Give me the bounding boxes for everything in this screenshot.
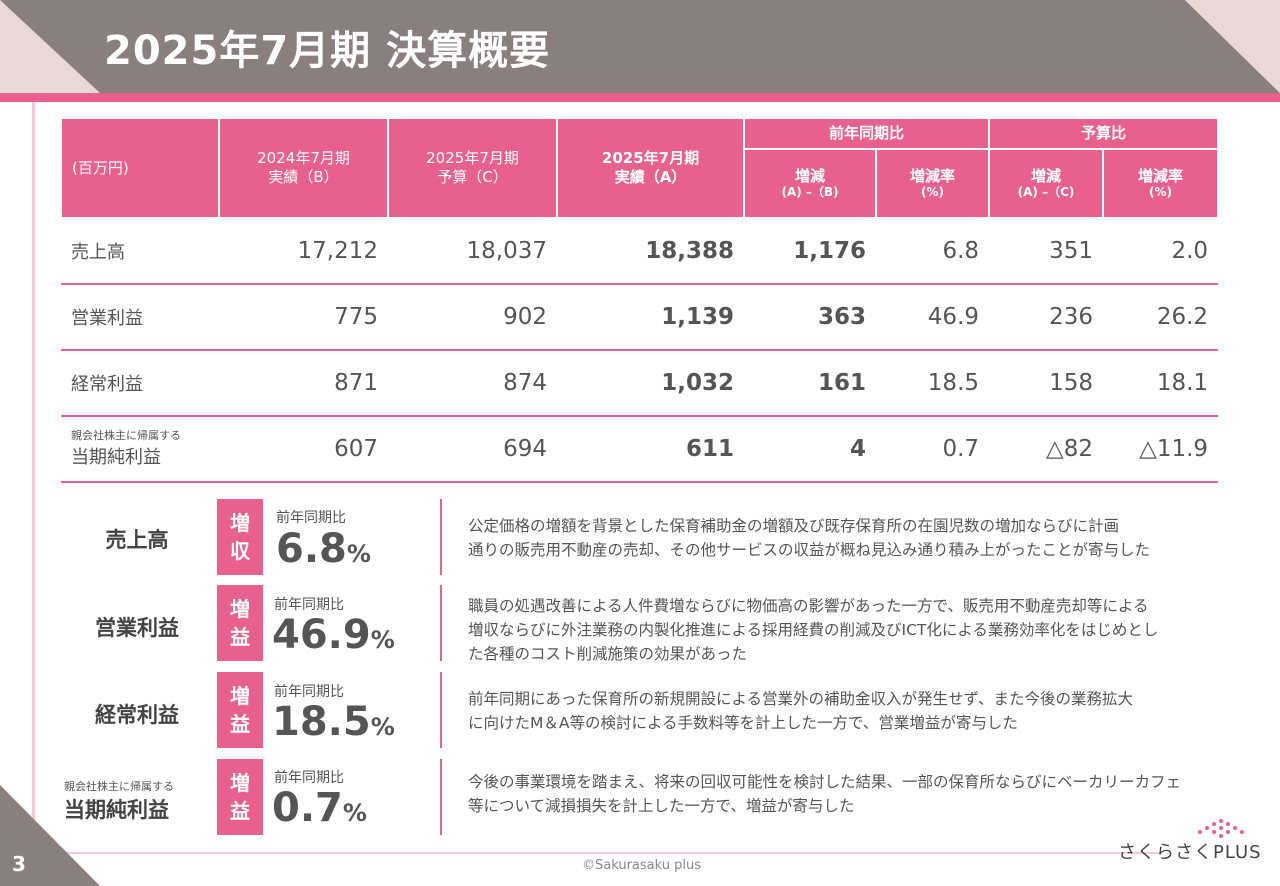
- cell-yoy-diff: 1,176: [744, 218, 876, 285]
- cell-actual: 611: [557, 416, 744, 483]
- cell-yoy-diff: 363: [744, 284, 876, 351]
- left-rule: [32, 102, 35, 842]
- cell-actual: 1,032: [557, 350, 744, 417]
- summary-label: 親会社株主に帰属する 当期純利益: [64, 780, 174, 822]
- footer-rule: [60, 852, 1160, 854]
- cell-yoy-diff: 4: [744, 416, 876, 483]
- divider: [440, 585, 442, 661]
- table-row: 営業利益 775 902 1,139 363 46.9 236 26.2: [61, 284, 1219, 351]
- logo-flower-icon: [1198, 819, 1244, 838]
- cell-bud-rate: 2.0: [1103, 218, 1219, 285]
- table-row: 売上高 17,212 18,037 18,388 1,176 6.8 351 2…: [61, 218, 1219, 285]
- cell-prev: 775: [219, 284, 388, 351]
- summary-description: 前年同期にあった保育所の新規開設による営業外の補助金収入が発生せず、また今後の業…: [468, 690, 1133, 733]
- cell-prev: 871: [219, 350, 388, 417]
- growth-value: 46.9%: [272, 612, 395, 658]
- row-label: 経常利益: [61, 350, 219, 417]
- divider: [440, 672, 442, 748]
- summary-description: 今後の事業環境を踏まえ、将来の回収可能性を検討した結果、一部の保育所ならびにベー…: [468, 773, 1182, 816]
- summary-description: 公定価格の増額を背景とした保育補助金の増額及び既存保育所の在園児数の増加ならびに…: [468, 517, 1151, 560]
- summary-description: 職員の処遇改善による人件費増ならびに物価高の影響があった一方で、販売用不動産売却…: [468, 597, 1159, 664]
- cell-yoy-rate: 6.8: [876, 218, 990, 285]
- header-prev-actual: 2024年7月期 実績（B）: [218, 117, 389, 219]
- cell-actual: 1,139: [557, 284, 744, 351]
- cell-bud-diff: 158: [989, 350, 1104, 417]
- page-title: 2025年7月期 決算概要: [104, 28, 551, 74]
- status-badge: 増益: [217, 672, 263, 748]
- header-band: [0, 0, 1280, 93]
- cell-bud-rate: 26.2: [1103, 284, 1219, 351]
- status-badge: 増益: [217, 585, 263, 661]
- summary-label: 経常利益: [95, 703, 179, 727]
- growth-value: 6.8%: [276, 526, 371, 572]
- cell-prev: 607: [219, 416, 388, 483]
- cell-bud-diff: 236: [989, 284, 1104, 351]
- growth-value: 0.7%: [272, 785, 367, 831]
- table-row: 経常利益 871 874 1,032 161 18.5 158 18.1: [61, 350, 1219, 417]
- cell-prev: 17,212: [219, 218, 388, 285]
- header-yoy-group: 前年同期比: [742, 117, 991, 150]
- cell-yoy-rate: 46.9: [876, 284, 990, 351]
- comparison-label: 前年同期比: [274, 684, 344, 700]
- comparison-label: 前年同期比: [274, 597, 344, 613]
- divider: [440, 499, 442, 575]
- status-badge: 増収: [217, 499, 263, 575]
- status-badge: 増益: [217, 759, 263, 835]
- cell-budget: 874: [388, 350, 557, 417]
- header-bud-rate: 増減率 (%): [1102, 148, 1220, 219]
- financial-summary-table: (百万円) 2024年7月期 実績（B） 2025年7月期 予算（C） 2025年7…: [60, 117, 1220, 483]
- table-row: 親会社株主に帰属する 当期純利益 607 694 611 4 0.7 △82 △1…: [61, 416, 1219, 483]
- row-label: 営業利益: [61, 284, 219, 351]
- company-logo: さくらさくPLUS: [1118, 842, 1262, 863]
- row-label: 親会社株主に帰属する 当期純利益: [61, 416, 219, 483]
- header-actual: 2025年7月期 実績（A）: [556, 117, 745, 219]
- unit-header: (百万円): [60, 117, 220, 219]
- cell-actual: 18,388: [557, 218, 744, 285]
- cell-budget: 694: [388, 416, 557, 483]
- header-budget: 2025年7月期 予算（C）: [387, 117, 558, 219]
- growth-value: 18.5%: [272, 699, 395, 745]
- header-yoy-rate: 増減率 (%): [874, 148, 991, 219]
- header-budget-group: 予算比: [988, 117, 1220, 150]
- cell-yoy-diff: 161: [744, 350, 876, 417]
- comparison-label: 前年同期比: [274, 770, 344, 786]
- copyright: ©Sakurasaku plus: [582, 858, 702, 873]
- header-yoy-diff: 増減 (A) –（B): [743, 148, 877, 219]
- cell-bud-diff: △82: [989, 416, 1104, 483]
- divider: [440, 759, 442, 835]
- cell-bud-rate: 18.1: [1103, 350, 1219, 417]
- cell-yoy-rate: 18.5: [876, 350, 990, 417]
- summary-label: 営業利益: [95, 616, 179, 640]
- summary-label: 売上高: [105, 528, 169, 552]
- comparison-label: 前年同期比: [276, 510, 346, 526]
- header-accent-bar: [0, 93, 1280, 102]
- cell-budget: 18,037: [388, 218, 557, 285]
- cell-yoy-rate: 0.7: [876, 416, 990, 483]
- header-bud-diff: 増減 (A) –（C): [988, 148, 1105, 219]
- cell-bud-rate: △11.9: [1103, 416, 1219, 483]
- page-number: 3: [12, 852, 26, 876]
- row-label: 売上高: [61, 218, 219, 285]
- cell-bud-diff: 351: [989, 218, 1104, 285]
- cell-budget: 902: [388, 284, 557, 351]
